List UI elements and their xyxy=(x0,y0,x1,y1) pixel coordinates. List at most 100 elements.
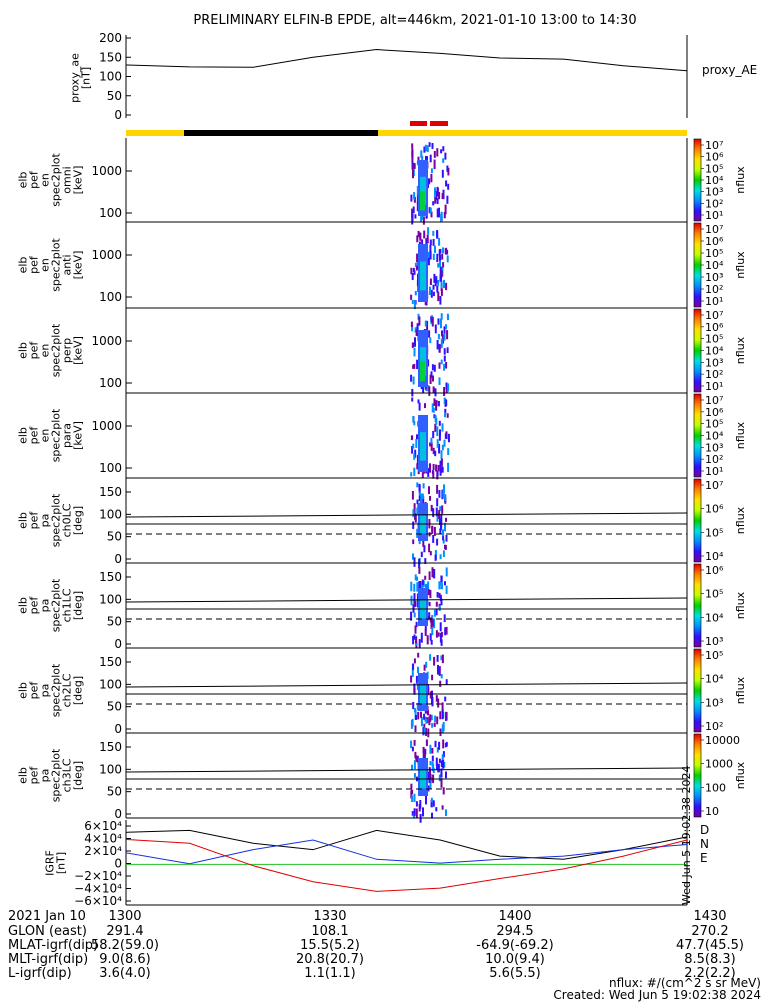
spectrogram-pixel xyxy=(426,234,429,244)
spectrogram-pixel xyxy=(411,795,414,802)
spectrogram-pixel xyxy=(416,582,419,592)
spectrogram-pixel xyxy=(429,714,432,722)
spectrogram-pixel xyxy=(431,615,434,621)
spectrogram-pixel xyxy=(426,320,429,331)
spectrogram-pixel xyxy=(442,262,445,268)
ephemeris-value: 20.8(20.7) xyxy=(296,952,364,967)
colorbar-tick-label: 10⁵ xyxy=(705,588,723,601)
colorbar-tick-label: 10⁶ xyxy=(705,406,724,419)
spectrogram-pixel xyxy=(433,414,436,419)
spectrogram-pixel xyxy=(431,696,433,705)
spectrogram-pixel xyxy=(427,251,430,259)
spectrogram-pixel xyxy=(433,159,436,170)
y-axis-label-line: [keV] xyxy=(72,421,85,450)
spectrogram-pixel xyxy=(424,320,427,327)
loss-cone-line xyxy=(125,512,688,518)
spectrogram-pixel xyxy=(439,429,441,436)
spectrogram-pixel xyxy=(414,725,417,733)
proxy-ae-ylabel: proxy_ae[nT] xyxy=(69,53,93,103)
spectrogram-pixel xyxy=(442,739,445,749)
spectrogram-pixel xyxy=(431,723,434,728)
spectrogram-pixel xyxy=(416,499,419,505)
spectrogram-pixel xyxy=(432,447,435,455)
ytick-label: 50 xyxy=(107,530,122,544)
y-axis-label-line: pef xyxy=(28,766,41,785)
spectrogram-pixel xyxy=(436,747,439,753)
spectrogram-pixel xyxy=(413,598,416,606)
spectrogram-pixel xyxy=(410,321,413,328)
igrf-legend-N: N xyxy=(700,837,709,851)
spectrogram-pixel xyxy=(417,652,420,658)
spectrogram-pixel xyxy=(423,723,426,730)
spectrogram-pixel xyxy=(437,632,440,637)
time-axis-block: 2021 Jan 10 1300 1330 1400 1430 GLON (east) 29… xyxy=(8,909,744,981)
spectrogram-pixel xyxy=(417,711,420,720)
spectrogram-pixel xyxy=(411,149,414,159)
spectrogram-pixel xyxy=(424,583,427,591)
spectrogram-pixel xyxy=(416,253,419,263)
spectrogram-pixel xyxy=(431,674,434,681)
spectrogram-pixel xyxy=(413,808,416,816)
spectrogram-pixel xyxy=(443,348,446,355)
spectrogram-pixel xyxy=(440,760,443,768)
spectrogram-pixel xyxy=(416,463,419,470)
spectrogram-pixel xyxy=(421,239,424,249)
y-axis-label-line: ch2LC xyxy=(61,673,74,707)
spectrogram-pixel xyxy=(444,522,446,532)
colorbar-label: nflux xyxy=(734,676,747,704)
spectrogram-pixel xyxy=(428,777,431,784)
spectrogram-pixel xyxy=(421,212,424,220)
spectrogram-pixel xyxy=(420,493,423,503)
spectrogram-pixel xyxy=(410,790,413,799)
spectrogram-pixel xyxy=(432,800,435,807)
spectrogram-pixel xyxy=(429,496,431,501)
spectrogram-pixel xyxy=(444,581,446,586)
spectrogram-pixel xyxy=(442,539,445,544)
spectrogram-pixel xyxy=(415,675,418,684)
spectrogram-pixel xyxy=(426,635,429,645)
spectrogram-pixel xyxy=(436,439,439,448)
y-axis-label-line: spec2plot xyxy=(50,578,63,632)
spectrogram-pixel xyxy=(440,450,443,459)
spectrogram-pixel xyxy=(428,207,431,214)
spectrogram-pixel xyxy=(416,279,419,287)
spectrogram-pixel xyxy=(421,493,424,500)
spectrogram-pixel xyxy=(429,286,431,296)
spectrogram-pixel xyxy=(445,809,447,817)
spectrogram-pixel xyxy=(416,194,419,204)
spectrogram-pixel xyxy=(436,716,439,725)
spectrogram-pixel xyxy=(424,748,427,755)
spectrogram-pixel xyxy=(438,490,441,498)
spectrogram-pixel xyxy=(435,807,438,812)
spectrogram-pixel xyxy=(444,152,447,160)
colorbar xyxy=(693,563,702,648)
spectrogram-pixel xyxy=(430,173,433,183)
spectrogram-pixel xyxy=(414,327,417,333)
spectrogram-pixel xyxy=(413,363,416,369)
spectrogram-core-hi xyxy=(420,261,426,291)
spectrogram-pixel xyxy=(444,627,447,636)
spectrogram-pixel xyxy=(421,579,424,585)
spectrogram-pixel xyxy=(441,253,444,260)
spectrogram-pixel xyxy=(413,793,416,802)
colorbar xyxy=(693,393,702,478)
spectrogram-pixel xyxy=(410,294,413,300)
spectrogram-pixel xyxy=(412,364,415,369)
spectrogram-pixel xyxy=(438,605,441,611)
colorbar-tick-label: 10² xyxy=(705,197,723,210)
spectrogram-pixel xyxy=(413,467,416,476)
spectrogram-pixel xyxy=(433,722,436,727)
ytick-label: −6×10⁴ xyxy=(74,894,122,908)
spectrogram-pixel xyxy=(445,771,447,779)
spectrogram-pixel xyxy=(414,262,417,267)
spectrogram-pixel xyxy=(440,149,443,154)
spectrogram-pixel xyxy=(423,664,426,671)
spectrogram-pixel xyxy=(429,154,432,163)
spectrogram-pixel xyxy=(441,805,444,810)
y-axis-label-line: pa xyxy=(39,514,52,528)
colorbar-tick-label: 10³ xyxy=(705,635,723,648)
spectrogram-pixel xyxy=(410,675,413,683)
spectrogram-pixel xyxy=(443,387,446,397)
spectrogram-pixel xyxy=(442,787,445,795)
